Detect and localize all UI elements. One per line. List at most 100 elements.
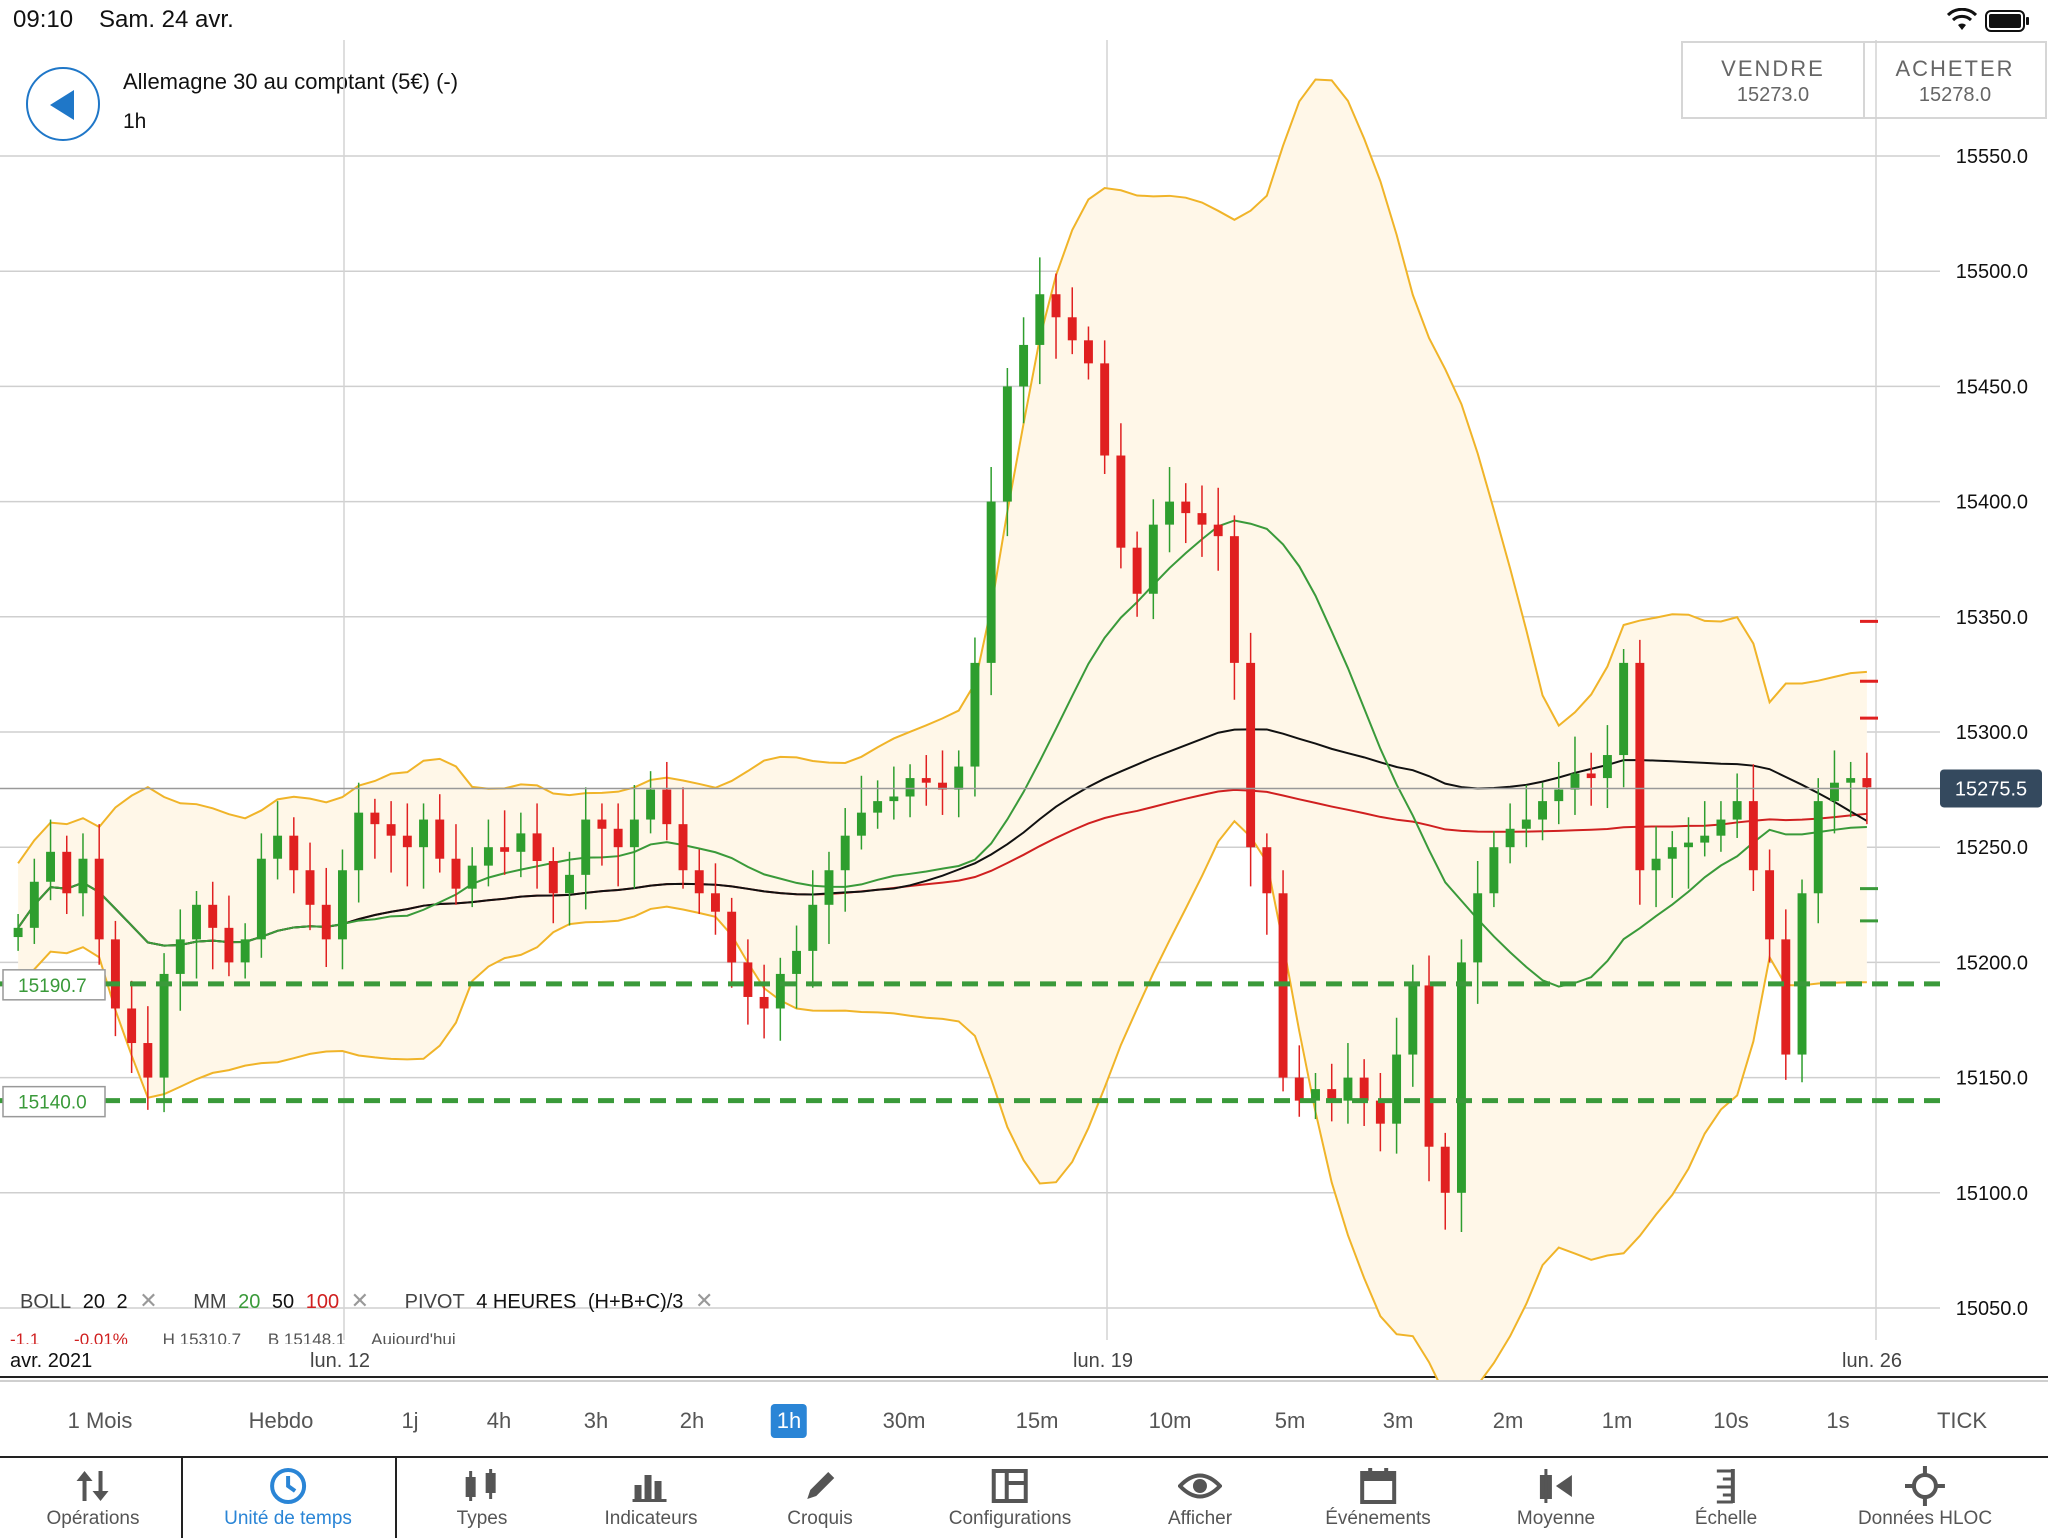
candle — [1619, 649, 1629, 788]
instrument-name: Allemagne 30 au comptant (5€) (-) — [123, 69, 459, 94]
candle-body — [824, 870, 834, 905]
price-chart[interactable]: 15190.7 15140.0 15550.0 15500.0 15450.0 1540… — [0, 40, 2048, 1380]
candle-body — [1035, 294, 1045, 345]
toolbar-eye-button[interactable]: Afficher — [1168, 1458, 1232, 1538]
boll-name: BOLL — [20, 1291, 72, 1313]
candle — [840, 808, 850, 912]
candle-body — [1684, 842, 1693, 848]
timeframe-30m[interactable]: 30m — [882, 1408, 926, 1433]
toolbar-crosshair-button[interactable]: Données HLOC — [1858, 1458, 1992, 1538]
bars-icon — [605, 1466, 698, 1506]
timeframe-1h[interactable]: 1h — [770, 1404, 808, 1438]
remove-pivot-icon[interactable]: ✕ — [695, 1288, 714, 1313]
candle — [321, 867, 331, 968]
candles-icon — [457, 1466, 508, 1506]
candle-body — [1797, 893, 1807, 1055]
timeframe-1s[interactable]: 1s — [1826, 1408, 1850, 1433]
candle-body — [808, 904, 818, 951]
candle — [1327, 1063, 1337, 1122]
candle-body — [143, 1043, 153, 1078]
candle — [1684, 817, 1693, 889]
timeframe-3m[interactable]: 3m — [1382, 1408, 1414, 1433]
candle — [110, 920, 120, 1037]
buy-button[interactable]: ACHETER 15278.0 — [1863, 43, 2045, 117]
timeframe-15m[interactable]: 15m — [1015, 1408, 1059, 1433]
candle-body — [1829, 782, 1839, 802]
candle-body — [662, 789, 672, 825]
candle — [808, 870, 818, 988]
pivot-label-text: 15140.0 — [18, 1093, 87, 1114]
timeframe-1j[interactable]: 1j — [401, 1408, 419, 1433]
candle-body — [1456, 962, 1466, 1193]
candle — [905, 764, 915, 818]
timeframe-1-mois[interactable]: 1 Mois — [67, 1408, 133, 1433]
sell-button[interactable]: VENDRE 15273.0 — [1683, 43, 1863, 117]
x-label-lun-26: lun. 26 — [1842, 1350, 1903, 1372]
remove-boll-icon[interactable]: ✕ — [139, 1288, 158, 1313]
timeframe-10s[interactable]: 10s — [1713, 1408, 1749, 1433]
candles — [13, 257, 1872, 1232]
candle-body — [873, 801, 883, 813]
toolbar-scale-button[interactable]: Échelle — [1695, 1458, 1757, 1538]
remove-ma-icon[interactable]: ✕ — [350, 1288, 370, 1313]
scale-icon — [1695, 1466, 1757, 1506]
candle — [13, 914, 23, 951]
timeframe-hebdo[interactable]: Hebdo — [248, 1408, 314, 1433]
timeframe-10m[interactable]: 10m — [1148, 1408, 1192, 1433]
buy-price: 15278.0 — [1918, 84, 1992, 106]
sell-label: VENDRE — [1721, 56, 1825, 81]
candle — [256, 833, 266, 958]
y-tick-label: 15550.0 — [1956, 146, 2028, 168]
candle-body — [710, 893, 720, 912]
toolbar-bars-button[interactable]: Indicateurs — [605, 1458, 698, 1538]
toolbar-candles-button[interactable]: Types — [457, 1458, 508, 1538]
candle-body — [1132, 547, 1142, 594]
candle — [1797, 879, 1807, 1083]
toolbar-clock-button[interactable]: Unité de temps — [224, 1458, 352, 1538]
candle — [1667, 831, 1677, 898]
indicator-legend: BOLL 20 2 ✕ MM 20 50 100 ✕ PIVOT 4 HEURE… — [20, 1288, 743, 1318]
pivot-formula: (H+B+C)/3 — [587, 1291, 684, 1313]
candle-body — [159, 973, 169, 1078]
candle-body — [646, 789, 656, 820]
candle-body — [1505, 828, 1515, 848]
timeframe-3h[interactable]: 3h — [583, 1408, 609, 1433]
candle-body — [1116, 455, 1126, 548]
toolbar-pencil-button[interactable]: Croquis — [787, 1458, 853, 1538]
timeframe-5m[interactable]: 5m — [1274, 1408, 1306, 1433]
back-button[interactable] — [26, 67, 100, 141]
pivot-label: 15140.0 — [2, 1085, 106, 1118]
candle-body — [1602, 755, 1612, 779]
y-tick-label: 15050.0 — [1956, 1298, 2028, 1320]
candle — [1538, 782, 1548, 841]
timeframe-2h[interactable]: 2h — [679, 1408, 705, 1433]
ma-period-50: 50 — [271, 1291, 295, 1313]
status-time: 09:10 — [13, 6, 74, 33]
candle-body — [548, 861, 558, 894]
candle — [1602, 725, 1612, 809]
boll-period: 20 — [82, 1291, 105, 1313]
candle — [824, 851, 834, 944]
candle-body — [986, 501, 996, 663]
candle-body — [1051, 294, 1061, 318]
candle-body — [208, 904, 218, 928]
timeframe-1m[interactable]: 1m — [1601, 1408, 1633, 1433]
bottom-toolbar: Opérations Unité de temps Types Indicateurs… — [0, 1456, 2048, 1538]
candle-body — [1100, 363, 1110, 456]
toolbar-calendar-button[interactable]: Événements — [1325, 1458, 1431, 1538]
pivot-label-text: 15190.7 — [18, 976, 87, 997]
toolbar-average-button[interactable]: Moyenne — [1517, 1458, 1595, 1538]
candle — [613, 803, 623, 887]
day-high: H 15310.7 — [162, 1330, 242, 1344]
timeframe-2m[interactable]: 2m — [1492, 1408, 1524, 1433]
candle-body — [1619, 662, 1629, 756]
pencil-icon — [787, 1466, 852, 1506]
timeframe-tick[interactable]: TICK — [1936, 1408, 1988, 1433]
toolbar-arrows-updown-button[interactable]: Opérations — [47, 1458, 139, 1538]
toolbar-layout-button[interactable]: Configurations — [949, 1458, 1071, 1538]
candle-body — [727, 911, 737, 963]
candle-body — [889, 796, 899, 802]
candle — [597, 803, 607, 866]
candle — [1359, 1059, 1369, 1126]
timeframe-4h[interactable]: 4h — [486, 1408, 512, 1433]
